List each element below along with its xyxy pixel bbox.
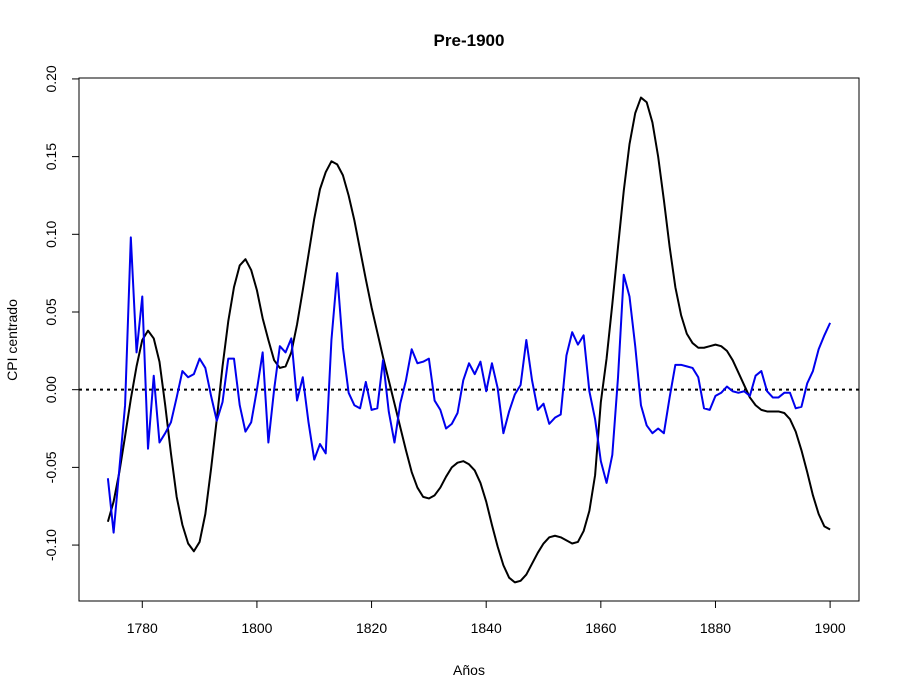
y-tick-label: -0.05: [43, 451, 59, 483]
x-axis-label: Años: [453, 662, 485, 678]
series-line: [106, 96, 831, 584]
x-tick-label: 1900: [815, 620, 846, 636]
x-tick-label: 1800: [241, 620, 272, 636]
x-tick-label: 1860: [585, 620, 616, 636]
y-tick-label: 0.10: [43, 220, 59, 247]
plot-frame: [78, 77, 860, 602]
x-tick-label: 1880: [700, 620, 731, 636]
y-tick-label: 0.00: [43, 376, 59, 403]
x-tick-label: 1840: [471, 620, 502, 636]
series-line: [106, 236, 832, 534]
y-tick-label: 0.20: [43, 65, 59, 92]
y-tick-label: -0.10: [43, 529, 59, 561]
y-tick-label: 0.15: [43, 143, 59, 170]
x-tick-label: 1820: [356, 620, 387, 636]
chart-title: Pre-1900: [434, 31, 505, 50]
y-axis-label: CPI centrado: [4, 299, 20, 381]
y-tick-label: 0.05: [43, 298, 59, 325]
x-tick-label: 1780: [127, 620, 158, 636]
